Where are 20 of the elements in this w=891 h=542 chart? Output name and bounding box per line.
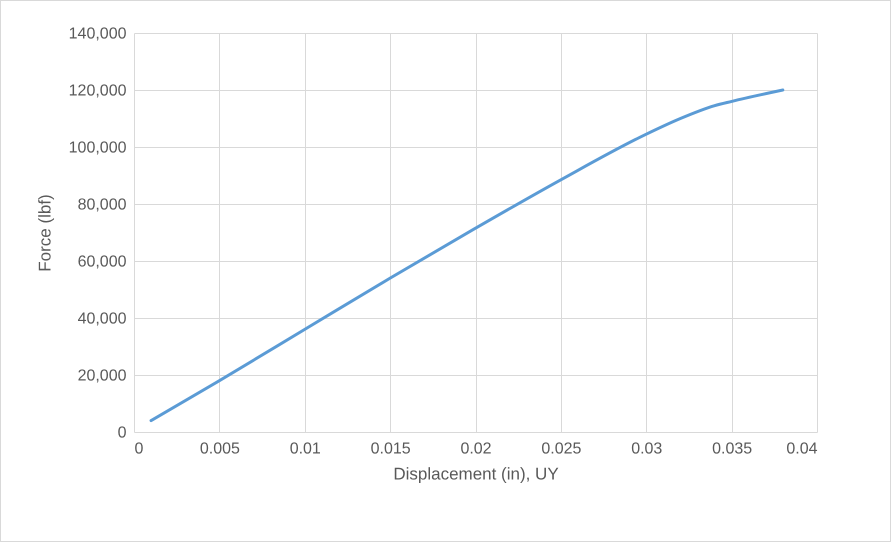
x-tick-label: 0.015: [370, 440, 411, 458]
x-axis-title: Displacement (in), UY: [393, 464, 559, 484]
y-tick-label: 80,000: [78, 196, 127, 214]
x-tick-label: 0.04: [786, 440, 818, 458]
x-tick-label: 0: [134, 440, 144, 458]
y-tick-label: 60,000: [78, 254, 127, 270]
x-tick-label: 0.035: [712, 440, 752, 458]
y-axis-title: Force (lbf): [36, 194, 55, 272]
y-tick-label: 140,000: [68, 26, 127, 42]
x-tick-label: 0.025: [541, 440, 582, 458]
x-tick-label: 0.02: [460, 440, 492, 458]
line-series: [150, 88, 784, 422]
x-tick-label: 0.01: [290, 440, 321, 458]
y-tick-label: 0: [118, 424, 127, 442]
x-tick-label: 0.005: [200, 440, 240, 458]
y-tick-label: 40,000: [78, 310, 127, 328]
y-tick-label: 100,000: [68, 140, 127, 156]
x-tick-label: 0.03: [631, 440, 662, 458]
y-tick-label: 120,000: [68, 82, 127, 100]
y-tick-label: 20,000: [78, 368, 127, 384]
